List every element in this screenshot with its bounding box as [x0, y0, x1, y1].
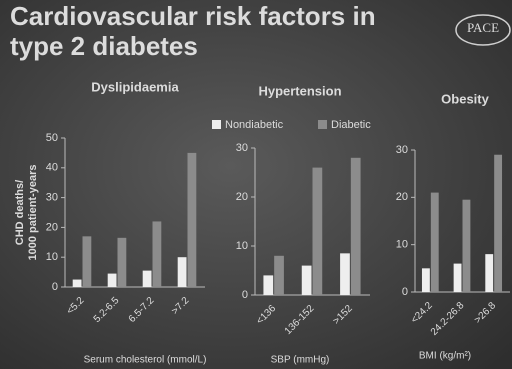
- y-tick-label: 20: [236, 191, 248, 203]
- y-tick-label: 10: [396, 239, 408, 251]
- bar: [340, 253, 350, 295]
- bar: [485, 254, 494, 292]
- legend-label: Nondiabetic: [225, 119, 284, 131]
- y-tick-label: 10: [46, 251, 58, 263]
- bar: [274, 255, 284, 295]
- x-axis-label: SBP (mmHg): [271, 355, 330, 366]
- legend-label: Diabetic: [331, 119, 371, 131]
- bar: [312, 167, 323, 295]
- y-tick-label: 50: [46, 132, 58, 144]
- bar: [72, 279, 82, 287]
- slide-title: Cardiovascular risk factors in: [10, 1, 376, 31]
- logo-ring: [455, 14, 511, 46]
- y-tick-label: 30: [236, 142, 248, 154]
- legend-swatch: [318, 120, 327, 129]
- bar: [107, 273, 117, 287]
- y-tick-label: 40: [46, 162, 58, 174]
- bar: [421, 268, 430, 292]
- logo: PACE: [467, 20, 499, 35]
- bar: [142, 270, 152, 287]
- y-tick-label: 20: [46, 221, 58, 233]
- bar: [350, 157, 361, 295]
- y-tick-label: 0: [402, 286, 408, 298]
- y-tick-label: 20: [396, 191, 408, 203]
- y-tick-label: 30: [396, 144, 408, 156]
- y-tick-label: 30: [46, 192, 58, 204]
- y-tick-label: 10: [236, 240, 248, 252]
- bar: [152, 221, 162, 287]
- y-tick-label: 0: [242, 289, 248, 301]
- y-axis-label: CHD deaths/: [14, 180, 26, 245]
- chart-title: Hypertension: [258, 83, 341, 98]
- y-axis-label: 1000 patient-years: [27, 165, 39, 261]
- bar: [430, 192, 439, 292]
- chart-title: Obesity: [441, 91, 489, 106]
- bar: [301, 265, 312, 295]
- bar: [117, 237, 127, 287]
- chart-title: Dyslipidaemia: [91, 79, 179, 94]
- bar: [177, 257, 187, 287]
- bar: [187, 152, 197, 287]
- bar: [462, 199, 471, 292]
- bar: [82, 236, 92, 287]
- y-tick-label: 0: [52, 281, 58, 293]
- bar: [263, 275, 274, 295]
- slide-title: type 2 diabetes: [10, 31, 198, 61]
- bar: [494, 154, 503, 292]
- x-axis-label: Serum cholesterol (mmol/L): [84, 355, 207, 366]
- x-axis-label: BMI (kg/m²): [419, 351, 471, 362]
- bar: [453, 263, 462, 292]
- legend-swatch: [212, 120, 221, 129]
